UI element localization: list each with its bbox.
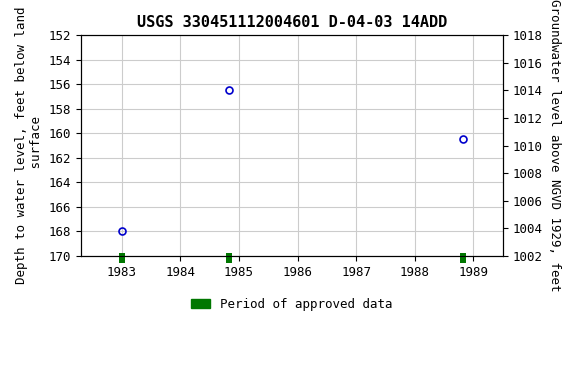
Legend: Period of approved data: Period of approved data: [186, 293, 397, 316]
Y-axis label: Groundwater level above NGVD 1929, feet: Groundwater level above NGVD 1929, feet: [548, 0, 561, 292]
Title: USGS 330451112004601 D-04-03 14ADD: USGS 330451112004601 D-04-03 14ADD: [137, 15, 447, 30]
Y-axis label: Depth to water level, feet below land
 surface: Depth to water level, feet below land su…: [15, 7, 43, 284]
